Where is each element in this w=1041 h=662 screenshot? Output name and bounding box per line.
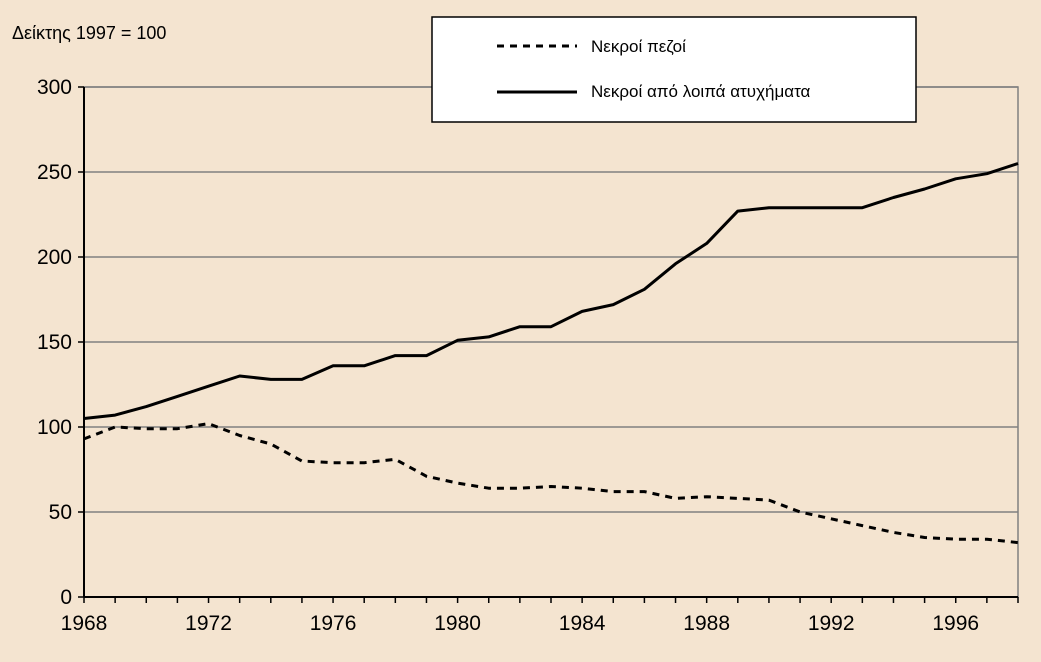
y-axis-label: Δείκτης 1997 = 100 — [12, 23, 166, 43]
y-tick-label: 250 — [37, 161, 72, 184]
y-tick-label: 200 — [37, 246, 72, 269]
y-tick-label: 0 — [60, 586, 72, 609]
series-line-0 — [83, 422, 1019, 545]
legend-label-other-accidents: Νεκροί από λοιπά ατυχήματα — [591, 82, 811, 101]
x-tick-label: 1992 — [808, 612, 855, 635]
series-line-1 — [83, 162, 1019, 420]
x-tick-label: 1984 — [559, 612, 606, 635]
x-tick-label: 1972 — [185, 612, 232, 635]
y-tick-labels: 0 50 100 150 200 250 300 — [37, 76, 84, 609]
legend: Νεκροί πεζοί Νεκροί από λοιπά ατυχήματα — [431, 16, 917, 123]
x-tick-label: 1968 — [61, 612, 108, 635]
series-lines — [83, 162, 1019, 545]
x-tick-label: 1980 — [434, 612, 481, 635]
y-tick-label: 100 — [37, 416, 72, 439]
legend-label-pedestrians: Νεκροί πεζοί — [591, 37, 686, 56]
y-tick-label: 150 — [37, 331, 72, 354]
x-tick-label: 1988 — [683, 612, 730, 635]
x-tick-label: 1976 — [310, 612, 357, 635]
x-tick-labels: 1968 1972 1976 1980 1984 1988 1992 1996 — [61, 597, 1019, 635]
gridlines — [84, 86, 1018, 513]
y-tick-label: 300 — [37, 76, 72, 99]
y-tick-label: 50 — [49, 501, 72, 524]
x-tick-label: 1996 — [932, 612, 979, 635]
legend-box — [431, 16, 917, 123]
